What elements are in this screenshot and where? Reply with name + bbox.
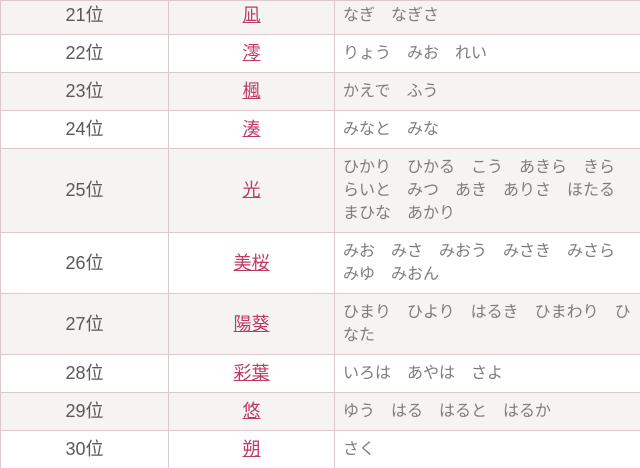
kanji-cell: 陽葵 (168, 293, 335, 355)
readings-cell: みなと みな (334, 110, 640, 149)
kanji-cell: 悠 (168, 392, 335, 431)
readings-cell: ゆう はる はると はるか (334, 392, 640, 431)
readings-cell: いろは あやは さよ (334, 354, 640, 393)
name-kanji-link[interactable]: 朔 (242, 439, 261, 459)
table-row: 22位 澪 りょう みお れい (0, 34, 640, 73)
kanji-cell: 楓 (168, 72, 335, 111)
name-kanji-link[interactable]: 彩葉 (233, 363, 270, 383)
name-kanji-link[interactable]: 悠 (242, 401, 261, 421)
readings-cell: かえで ふう (334, 72, 640, 111)
kanji-cell: 澪 (168, 34, 335, 73)
readings-cell: ひまり ひより はるき ひまわり ひなた (334, 293, 640, 355)
rank-cell: 30位 (0, 430, 169, 468)
readings-cell: みお みさ みおう みさき みさら みゆ みおん (334, 232, 640, 294)
name-kanji-link[interactable]: 光 (242, 180, 261, 200)
table-row: 26位 美桜 みお みさ みおう みさき みさら みゆ みおん (0, 232, 640, 294)
readings-cell: なぎ なぎさ (334, 1, 640, 35)
rank-cell: 27位 (0, 293, 169, 355)
table-row: 30位 朔 さく (0, 430, 640, 468)
rank-cell: 23位 (0, 72, 169, 111)
name-kanji-link[interactable]: 澪 (242, 43, 261, 63)
name-kanji-link[interactable]: 陽葵 (233, 313, 270, 334)
table-row: 21位 凪 なぎ なぎさ (0, 1, 640, 35)
readings-cell: さく (334, 430, 640, 468)
name-kanji-link[interactable]: 美桜 (233, 252, 270, 273)
name-kanji-link[interactable]: 凪 (242, 5, 261, 25)
kanji-cell: 光 (168, 148, 335, 233)
table-row: 27位 陽葵 ひまり ひより はるき ひまわり ひなた (0, 293, 640, 355)
table-row: 23位 楓 かえで ふう (0, 72, 640, 111)
readings-cell: ひかり ひかる こう あきら きら らいと みつ あき ありさ ほたる まひな … (334, 148, 640, 233)
table-row: 24位 湊 みなと みな (0, 110, 640, 149)
rank-cell: 24位 (0, 110, 169, 149)
rank-cell: 25位 (0, 148, 169, 233)
rank-cell: 29位 (0, 392, 169, 431)
name-kanji-link[interactable]: 楓 (242, 81, 261, 101)
kanji-cell: 彩葉 (168, 354, 335, 393)
rank-cell: 28位 (0, 354, 169, 393)
kanji-cell: 朔 (168, 430, 335, 468)
table-row: 29位 悠 ゆう はる はると はるか (0, 392, 640, 431)
readings-cell: りょう みお れい (334, 34, 640, 73)
name-kanji-link[interactable]: 湊 (242, 119, 261, 139)
rank-cell: 21位 (0, 1, 169, 35)
kanji-cell: 凪 (168, 1, 335, 35)
kanji-cell: 美桜 (168, 232, 335, 294)
kanji-cell: 湊 (168, 110, 335, 149)
table-row: 25位 光 ひかり ひかる こう あきら きら らいと みつ あき ありさ ほた… (0, 148, 640, 233)
rank-cell: 22位 (0, 34, 169, 73)
table-row: 28位 彩葉 いろは あやは さよ (0, 354, 640, 393)
rank-cell: 26位 (0, 232, 169, 294)
